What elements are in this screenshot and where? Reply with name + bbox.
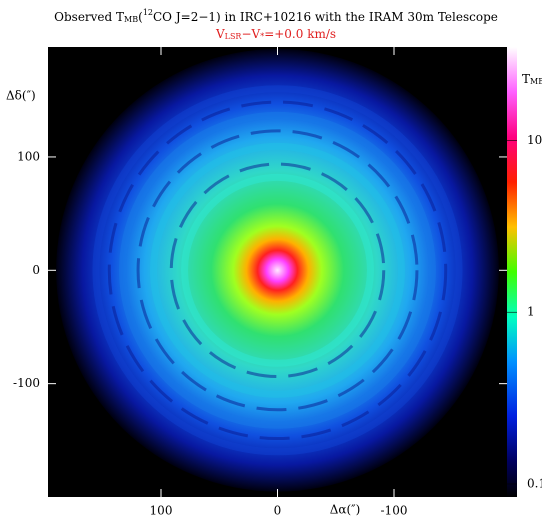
subtitle-part: LSR — [225, 32, 243, 41]
subtitle-part: * — [260, 32, 264, 41]
title-part: 12 — [143, 8, 153, 17]
subtitle-part: −V — [241, 27, 260, 41]
colorbar-label-part: MB — [530, 77, 542, 86]
title-part: ( — [138, 10, 143, 24]
y-axis-label: Δδ(″) — [6, 89, 36, 103]
colorbar — [507, 47, 517, 497]
chart-title: Observed TMB(12CO J=2−1) in IRC+10216 wi… — [54, 8, 498, 24]
shell-gap — [169, 162, 386, 379]
colorbar-label: TMB — [522, 72, 542, 87]
emission-map — [56, 48, 499, 492]
title-part: MB — [124, 15, 138, 24]
shell-gap — [107, 100, 448, 441]
chart-subtitle: VLSR−V*=+0.0 km/s — [215, 27, 336, 42]
title-part: Observed T — [54, 10, 124, 24]
x-tick-label: -100 — [381, 504, 408, 518]
emission-shell — [181, 173, 374, 367]
shell-gap — [136, 129, 419, 412]
y-tick-label: 0 — [32, 263, 40, 277]
emission-shell — [92, 85, 463, 456]
title-part: CO J=2−1) in IRC+10216 with the IRAM 30m… — [153, 10, 498, 24]
colorbar-tick-label: 1 — [527, 305, 535, 319]
subtitle-part: V — [215, 27, 225, 41]
y-tick-label: -100 — [13, 376, 40, 390]
colorbar-tick-label: 10 — [527, 133, 542, 147]
subtitle-part: =+0.0 km/s — [264, 27, 336, 41]
x-axis-label: Δα(″) — [330, 503, 361, 517]
x-tick-label: 100 — [150, 504, 173, 518]
emission-shell — [119, 111, 436, 429]
colorbar-label-part: T — [522, 72, 530, 86]
x-tick-label: 0 — [274, 504, 282, 518]
y-tick-label: 100 — [17, 149, 40, 163]
emission-shell — [150, 142, 405, 398]
colorbar-tick-label: 0.1 — [527, 476, 542, 490]
